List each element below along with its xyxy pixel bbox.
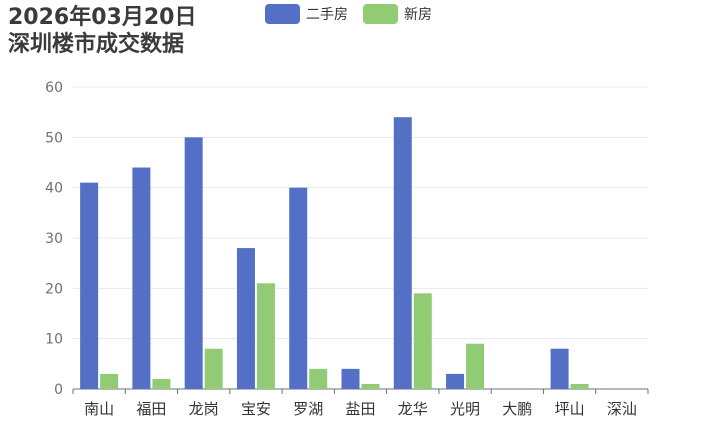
x-category-label: 南山 xyxy=(84,400,114,418)
x-category-label: 宝安 xyxy=(241,400,271,418)
bar-second-hand xyxy=(289,187,308,389)
bar-new-home xyxy=(100,373,119,389)
legend-item-new-home[interactable]: 新房 xyxy=(363,4,432,24)
bar-second-hand xyxy=(80,182,99,389)
x-category-label: 罗湖 xyxy=(293,400,323,418)
bar-second-hand xyxy=(393,117,412,389)
x-category-label: 坪山 xyxy=(555,400,585,418)
bar-second-hand xyxy=(341,368,360,389)
legend-swatch-second-hand xyxy=(265,4,300,24)
bar-new-home xyxy=(413,293,432,389)
bar-new-home xyxy=(466,343,485,389)
bar-new-home xyxy=(204,348,223,389)
y-tick-label: 0 xyxy=(54,382,63,398)
chart-title-subtitle: 深圳楼市成交数据 xyxy=(8,32,185,57)
bar-second-hand xyxy=(550,348,569,389)
bar-second-hand xyxy=(184,137,203,389)
bar-new-home xyxy=(256,283,275,389)
x-category-label: 深汕 xyxy=(607,400,637,418)
y-tick-label: 50 xyxy=(45,130,63,146)
bar-new-home xyxy=(152,378,171,389)
y-tick-label: 60 xyxy=(45,80,63,96)
bar-new-home xyxy=(361,383,380,389)
x-category-label: 龙华 xyxy=(398,400,428,418)
y-tick-label: 30 xyxy=(45,231,63,247)
y-tick-label: 40 xyxy=(45,181,63,197)
bar-second-hand xyxy=(446,373,465,389)
legend-item-second-hand[interactable]: 二手房 xyxy=(265,4,348,24)
bar-second-hand xyxy=(132,167,151,389)
chart-title-block: 2026年03月20日 深圳楼市成交数据 xyxy=(8,4,196,58)
x-category-label: 龙岗 xyxy=(189,400,219,418)
x-category-label: 大鹏 xyxy=(502,400,532,418)
x-category-label: 盐田 xyxy=(345,400,375,418)
x-category-label: 福田 xyxy=(136,400,166,418)
legend-swatch-new-home xyxy=(363,4,398,24)
y-tick-label: 10 xyxy=(45,332,63,348)
chart-legend: 二手房 新房 xyxy=(265,4,447,24)
x-category-label: 光明 xyxy=(450,400,480,418)
legend-label-new-home: 新房 xyxy=(404,7,432,23)
bar-second-hand xyxy=(236,248,255,389)
chart-title-date: 2026年03月20日 xyxy=(8,5,197,30)
legend-label-second-hand: 二手房 xyxy=(306,7,348,23)
bar-new-home xyxy=(309,368,328,389)
bar-new-home xyxy=(570,383,589,389)
y-tick-label: 20 xyxy=(45,281,63,297)
